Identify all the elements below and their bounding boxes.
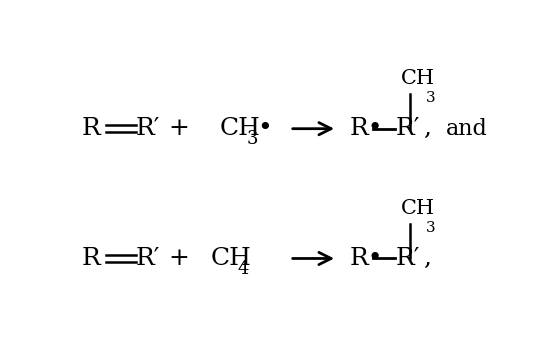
Text: CH: CH [211,247,252,270]
Text: +: + [168,117,189,140]
Text: R•: R• [350,117,383,140]
Text: CH: CH [401,69,435,88]
Text: ,: , [422,117,431,140]
Text: 3: 3 [426,91,436,105]
Text: R′: R′ [135,117,160,140]
Text: R′: R′ [396,247,420,270]
Text: 3: 3 [247,130,258,148]
Text: R: R [82,117,101,140]
Text: ,: , [422,247,431,270]
Text: +: + [168,247,189,270]
Text: R: R [82,247,101,270]
Text: and: and [446,118,488,140]
Text: 3: 3 [426,221,436,235]
Text: •: • [258,117,273,140]
Text: CH: CH [401,198,435,218]
Text: R′: R′ [135,247,160,270]
Text: R•: R• [350,247,383,270]
Text: CH: CH [219,117,260,140]
Text: R′: R′ [396,117,420,140]
Text: 4: 4 [238,260,249,278]
